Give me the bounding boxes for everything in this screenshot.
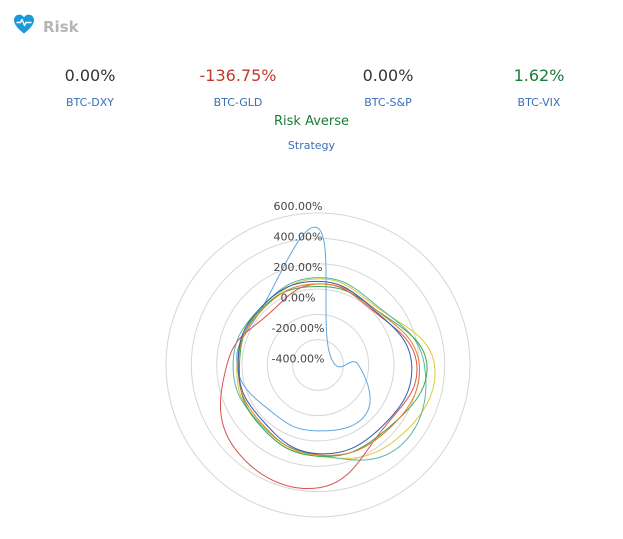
metric-btc-dxy: 0.00% BTC-DXY [25, 66, 155, 109]
radar-series-line-7 [237, 280, 413, 455]
radar-series-line-6 [237, 283, 421, 456]
grid-ring [190, 237, 446, 493]
grid-ring [165, 212, 471, 518]
metric-label: BTC-GLD [213, 96, 263, 109]
metric-label: BTC-DXY [66, 96, 114, 109]
metric-btc-sp: 0.00% BTC-S&P [323, 66, 453, 109]
strategy-block: Risk Averse Strategy [0, 114, 623, 152]
metric-value: 1.62% [513, 66, 565, 85]
metric-label: BTC-S&P [364, 96, 412, 109]
metric-value: -136.75% [199, 66, 277, 85]
radial-tick-label: 400.00% [274, 231, 323, 244]
radial-tick-label: 600.00% [274, 200, 323, 213]
grid-ring [266, 313, 370, 417]
heart-pulse-icon [14, 14, 34, 34]
radial-tick-label: 200.00% [274, 261, 323, 274]
panel-title: Risk [43, 18, 79, 36]
metric-value: 0.00% [362, 66, 414, 85]
metric-btc-vix: 1.62% BTC-VIX [474, 66, 604, 109]
strategy-value: Risk Averse [273, 114, 350, 129]
radial-tick-label: -200.00% [272, 322, 325, 335]
metric-btc-gld: -136.75% BTC-GLD [173, 66, 303, 109]
grid-ring [241, 288, 395, 442]
metric-value: 0.00% [64, 66, 116, 85]
radar-series-line-3 [232, 277, 427, 461]
radial-tick-label: 0.00% [281, 292, 316, 305]
radar-series-line-4 [238, 285, 428, 457]
radial-tick-label: -400.00% [272, 353, 325, 366]
metric-label: BTC-VIX [517, 96, 561, 109]
panel-header: Risk [12, 12, 79, 36]
strategy-label: Strategy [287, 139, 336, 152]
grid-ring [292, 339, 344, 391]
